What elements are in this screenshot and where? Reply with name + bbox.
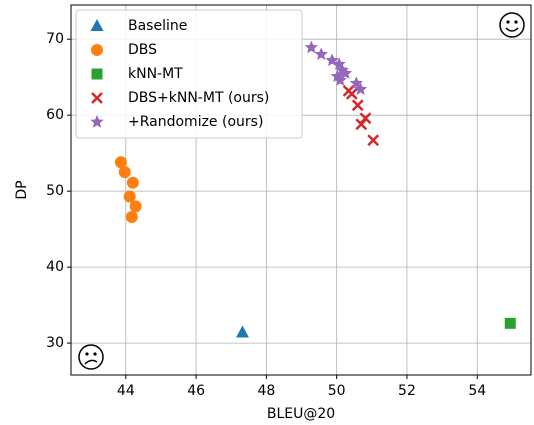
legend-marker [91,68,103,80]
legend-label: Baseline [128,18,187,34]
legend-label: +Randomize (ours) [128,114,263,130]
sad-face [78,344,104,370]
point [367,134,380,147]
legend-marker [91,92,103,104]
y-axis-label: DP [14,180,30,199]
y-tick-label: 40 [46,259,64,275]
plot-frame [70,4,532,376]
legend-marker [90,115,104,128]
x-tick-label: 44 [117,383,135,399]
point [126,176,139,189]
point [114,156,127,169]
point [333,73,347,86]
point [314,47,328,60]
y-tick-label: 60 [46,107,64,123]
x-tick-label: 48 [257,383,275,399]
x-axis-label: BLEU@20 [267,406,335,422]
x-tick-label: 52 [398,383,416,399]
point [125,210,138,223]
point [129,200,142,213]
legend-label: kNN-MT [128,66,183,82]
legend-marker [91,44,103,56]
point [345,88,358,100]
legend-marker [90,19,104,31]
y-tick-label: 70 [46,31,64,47]
y-tick-label: 50 [46,183,64,199]
point [123,190,136,203]
point [338,66,353,79]
point [235,325,249,338]
point [304,40,318,54]
happy-face [499,12,525,38]
point [359,112,372,125]
x-tick-label: 46 [187,383,205,399]
x-tick-label: 50 [328,383,346,399]
point [332,57,346,70]
legend-box [75,9,303,139]
point [504,317,516,329]
point [351,99,364,112]
legend-label: DBS [128,42,157,58]
legend-label: DBS+kNN-MT (ours) [128,90,269,106]
point [353,82,368,95]
y-tick-label: 30 [46,335,64,351]
x-tick-label: 54 [468,383,486,399]
point [355,118,368,131]
point [118,166,131,179]
